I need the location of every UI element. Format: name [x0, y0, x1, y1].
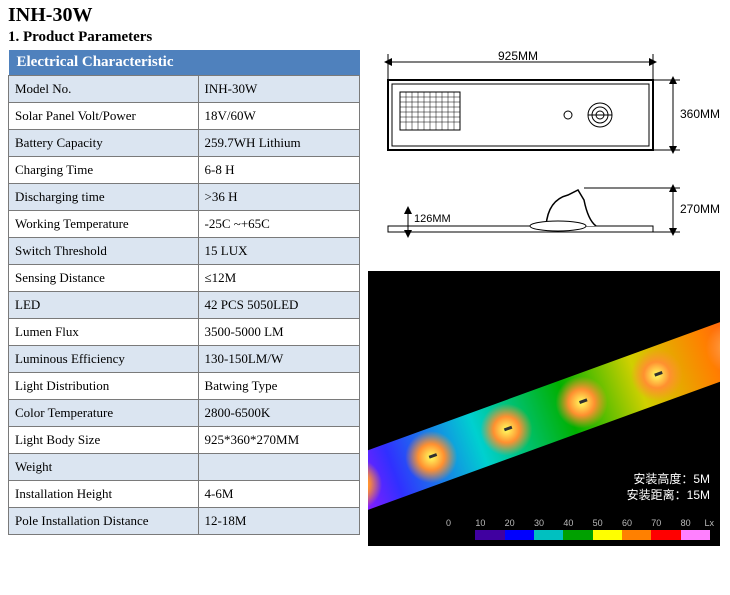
param-label: Pole Installation Distance: [9, 508, 199, 535]
param-label: Luminous Efficiency: [9, 346, 199, 373]
param-label: LED: [9, 292, 199, 319]
table-row: Working Temperature-25C ~+65C: [9, 211, 360, 238]
scale-unit: Lx: [704, 518, 714, 528]
render-label-height: 安装高度：5M: [633, 472, 710, 488]
param-label: Switch Threshold: [9, 238, 199, 265]
param-label: Installation Height: [9, 481, 199, 508]
param-value: ≤12M: [198, 265, 359, 292]
table-row: Pole Installation Distance12-18M: [9, 508, 360, 535]
param-label: Working Temperature: [9, 211, 199, 238]
page-title: INH-30W: [8, 4, 722, 27]
param-value: 3500-5000 LM: [198, 319, 359, 346]
section-subtitle: 1. Product Parameters: [8, 29, 722, 46]
table-row: Switch Threshold15 LUX: [9, 238, 360, 265]
params-table: Electrical Characteristic Model No.INH-3…: [8, 50, 360, 535]
param-label: Lumen Flux: [9, 319, 199, 346]
param-value: 4-6M: [198, 481, 359, 508]
table-row: Light Body Size925*360*270MM: [9, 427, 360, 454]
param-value: INH-30W: [198, 76, 359, 103]
table-row: Model No.INH-30W: [9, 76, 360, 103]
param-value: >36 H: [198, 184, 359, 211]
table-row: Weight: [9, 454, 360, 481]
dim-thickness: 126MM: [414, 213, 451, 225]
param-value: 130-150LM/W: [198, 346, 359, 373]
param-value: -25C ~+65C: [198, 211, 359, 238]
table-row: Sensing Distance≤12M: [9, 265, 360, 292]
table-row: Discharging time>36 H: [9, 184, 360, 211]
param-label: Battery Capacity: [9, 130, 199, 157]
param-value: 6-8 H: [198, 157, 359, 184]
param-label: Sensing Distance: [9, 265, 199, 292]
param-label: Light Body Size: [9, 427, 199, 454]
param-label: Model No.: [9, 76, 199, 103]
dim-depth: 270MM: [680, 202, 720, 216]
dim-width: 925MM: [498, 50, 538, 63]
param-label: Discharging time: [9, 184, 199, 211]
param-value: 42 PCS 5050LED: [198, 292, 359, 319]
table-row: Light DistributionBatwing Type: [9, 373, 360, 400]
table-row: Installation Height4-6M: [9, 481, 360, 508]
table-row: Solar Panel Volt/Power18V/60W: [9, 103, 360, 130]
param-value: Batwing Type: [198, 373, 359, 400]
dim-height: 360MM: [680, 107, 720, 121]
table-row: Lumen Flux3500-5000 LM: [9, 319, 360, 346]
illumination-render: 安装高度：5M 安装距离：15M 01020304050607080 Lx: [368, 271, 720, 546]
scale-ticks: 01020304050607080: [446, 518, 710, 528]
param-label: Charging Time: [9, 157, 199, 184]
table-row: Battery Capacity259.7WH Lithium: [9, 130, 360, 157]
table-row: Luminous Efficiency130-150LM/W: [9, 346, 360, 373]
table-row: Charging Time6-8 H: [9, 157, 360, 184]
param-value: 925*360*270MM: [198, 427, 359, 454]
dimension-diagram: 925MM: [368, 50, 720, 265]
table-header: Electrical Characteristic: [9, 50, 360, 76]
table-row: Color Temperature2800-6500K: [9, 400, 360, 427]
param-value: 15 LUX: [198, 238, 359, 265]
scale-bar: [446, 530, 710, 540]
param-label: Weight: [9, 454, 199, 481]
param-label: Solar Panel Volt/Power: [9, 103, 199, 130]
param-value: [198, 454, 359, 481]
table-row: LED42 PCS 5050LED: [9, 292, 360, 319]
render-label-dist: 安装距离：15M: [627, 488, 710, 504]
param-label: Light Distribution: [9, 373, 199, 400]
param-label: Color Temperature: [9, 400, 199, 427]
param-value: 2800-6500K: [198, 400, 359, 427]
param-value: 12-18M: [198, 508, 359, 535]
param-value: 259.7WH Lithium: [198, 130, 359, 157]
param-value: 18V/60W: [198, 103, 359, 130]
